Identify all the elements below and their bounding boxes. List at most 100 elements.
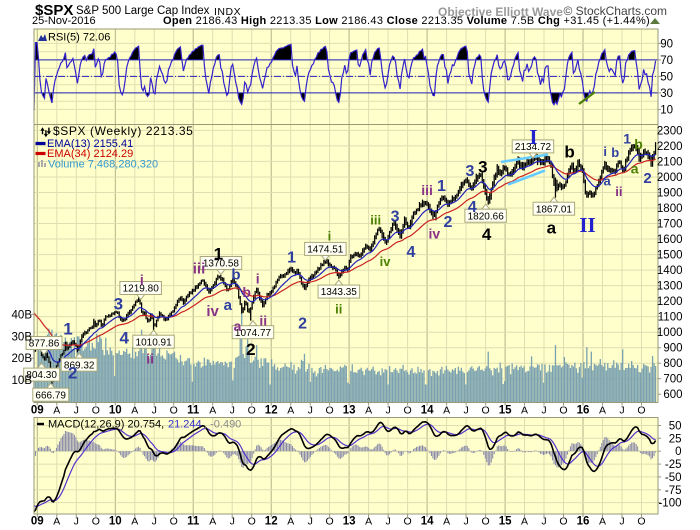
svg-text:i: i: [140, 272, 144, 288]
svg-text:iv: iv: [380, 254, 392, 269]
svg-text:A: A: [209, 405, 216, 417]
svg-text:40B: 40B: [12, 309, 33, 321]
svg-text:I: I: [529, 125, 537, 149]
svg-text:16: 16: [577, 405, 590, 417]
svg-text:J: J: [152, 405, 157, 417]
svg-text:1474.51: 1474.51: [307, 245, 344, 256]
svg-text:b: b: [611, 145, 619, 160]
svg-text:A: A: [365, 405, 372, 417]
svg-text:iii: iii: [193, 260, 206, 277]
svg-text:21.244: 21.244: [168, 419, 202, 431]
svg-text:O: O: [248, 405, 256, 417]
svg-text:A: A: [53, 516, 60, 528]
svg-text:A: A: [521, 405, 528, 417]
svg-text:14: 14: [421, 516, 434, 528]
svg-text:O: O: [92, 516, 100, 528]
svg-text:3: 3: [466, 163, 475, 180]
svg-text:13: 13: [343, 516, 356, 528]
svg-text:3: 3: [114, 294, 123, 313]
svg-text:30B: 30B: [12, 331, 33, 343]
svg-text:O: O: [559, 405, 567, 417]
svg-text:-50: -50: [665, 472, 682, 484]
svg-text:i: i: [256, 271, 260, 287]
svg-text:A: A: [131, 405, 138, 417]
svg-text:600: 600: [663, 389, 682, 401]
svg-text:J: J: [385, 516, 390, 528]
svg-text:2300: 2300: [657, 125, 683, 137]
svg-text:09: 09: [31, 405, 44, 417]
svg-text:10: 10: [109, 516, 122, 528]
svg-text:900: 900: [663, 343, 682, 355]
svg-text:EMA(13) 2155.41: EMA(13) 2155.41: [47, 138, 133, 150]
svg-text:a: a: [547, 219, 557, 238]
svg-text:b: b: [564, 142, 574, 161]
svg-text:1: 1: [287, 250, 296, 267]
svg-text:1500: 1500: [657, 250, 683, 262]
svg-text:-75: -75: [665, 485, 682, 497]
svg-text:J: J: [541, 405, 546, 417]
svg-text:O: O: [326, 516, 334, 528]
svg-text:09: 09: [31, 516, 44, 528]
svg-text:ii: ii: [335, 301, 342, 316]
svg-text:10B: 10B: [12, 375, 33, 387]
svg-text:J: J: [230, 516, 235, 528]
svg-text:A: A: [365, 516, 372, 528]
svg-text:10: 10: [109, 405, 122, 417]
svg-text:50: 50: [669, 421, 682, 433]
svg-text:3: 3: [478, 158, 487, 177]
svg-text:iv: iv: [428, 226, 440, 242]
svg-text:1200: 1200: [657, 296, 683, 308]
svg-text:J: J: [74, 405, 79, 417]
svg-text:3: 3: [391, 209, 400, 226]
svg-text:J: J: [385, 405, 390, 417]
svg-text:O: O: [637, 516, 645, 528]
svg-text:-100: -100: [658, 498, 681, 510]
svg-text:4: 4: [119, 329, 129, 348]
svg-text:iii: iii: [370, 213, 381, 228]
svg-text:a: a: [603, 174, 611, 189]
svg-text:2200: 2200: [657, 141, 683, 153]
svg-text:2: 2: [246, 340, 255, 359]
svg-text:O: O: [482, 405, 490, 417]
svg-text:12: 12: [265, 516, 278, 528]
svg-text:2134.72: 2134.72: [515, 142, 552, 153]
svg-text:804.30: 804.30: [26, 370, 57, 381]
svg-text:J: J: [463, 405, 468, 417]
svg-text:13: 13: [343, 405, 356, 417]
svg-text:iv: iv: [206, 303, 219, 320]
svg-text:11: 11: [187, 516, 200, 528]
svg-text:RSI(5) 72.06: RSI(5) 72.06: [48, 32, 110, 44]
svg-text:2000: 2000: [657, 172, 683, 184]
svg-text:O: O: [482, 516, 490, 528]
svg-text:4: 4: [482, 225, 492, 244]
svg-text:iii: iii: [421, 182, 433, 198]
svg-text:A: A: [53, 405, 60, 417]
svg-text:1867.01: 1867.01: [536, 204, 573, 215]
svg-text:30: 30: [660, 88, 673, 100]
svg-text:2: 2: [444, 214, 453, 231]
svg-text:, -0.490: , -0.490: [204, 419, 241, 431]
svg-text:4: 4: [468, 199, 477, 216]
svg-text:A: A: [599, 516, 606, 528]
svg-text:Volume 7,468,280,320: Volume 7,468,280,320: [48, 159, 158, 171]
svg-text:b: b: [231, 266, 240, 283]
svg-text:A: A: [521, 516, 528, 528]
svg-text:i: i: [328, 228, 332, 243]
svg-text:869.32: 869.32: [64, 360, 95, 371]
svg-text:1: 1: [63, 320, 72, 339]
svg-text:J: J: [308, 405, 313, 417]
svg-text:a: a: [224, 297, 233, 314]
svg-text:1700: 1700: [657, 219, 683, 231]
svg-text:2: 2: [643, 170, 651, 187]
svg-text:1600: 1600: [657, 234, 683, 246]
svg-text:1: 1: [437, 178, 446, 195]
svg-text:a: a: [234, 318, 242, 334]
svg-text:1100: 1100: [658, 312, 683, 324]
svg-text:A: A: [287, 516, 294, 528]
svg-text:II: II: [579, 213, 595, 237]
svg-text:O: O: [404, 516, 412, 528]
svg-text:1: 1: [623, 130, 631, 146]
svg-text:25: 25: [669, 433, 682, 445]
svg-text:J: J: [230, 405, 235, 417]
svg-text:J: J: [541, 516, 546, 528]
